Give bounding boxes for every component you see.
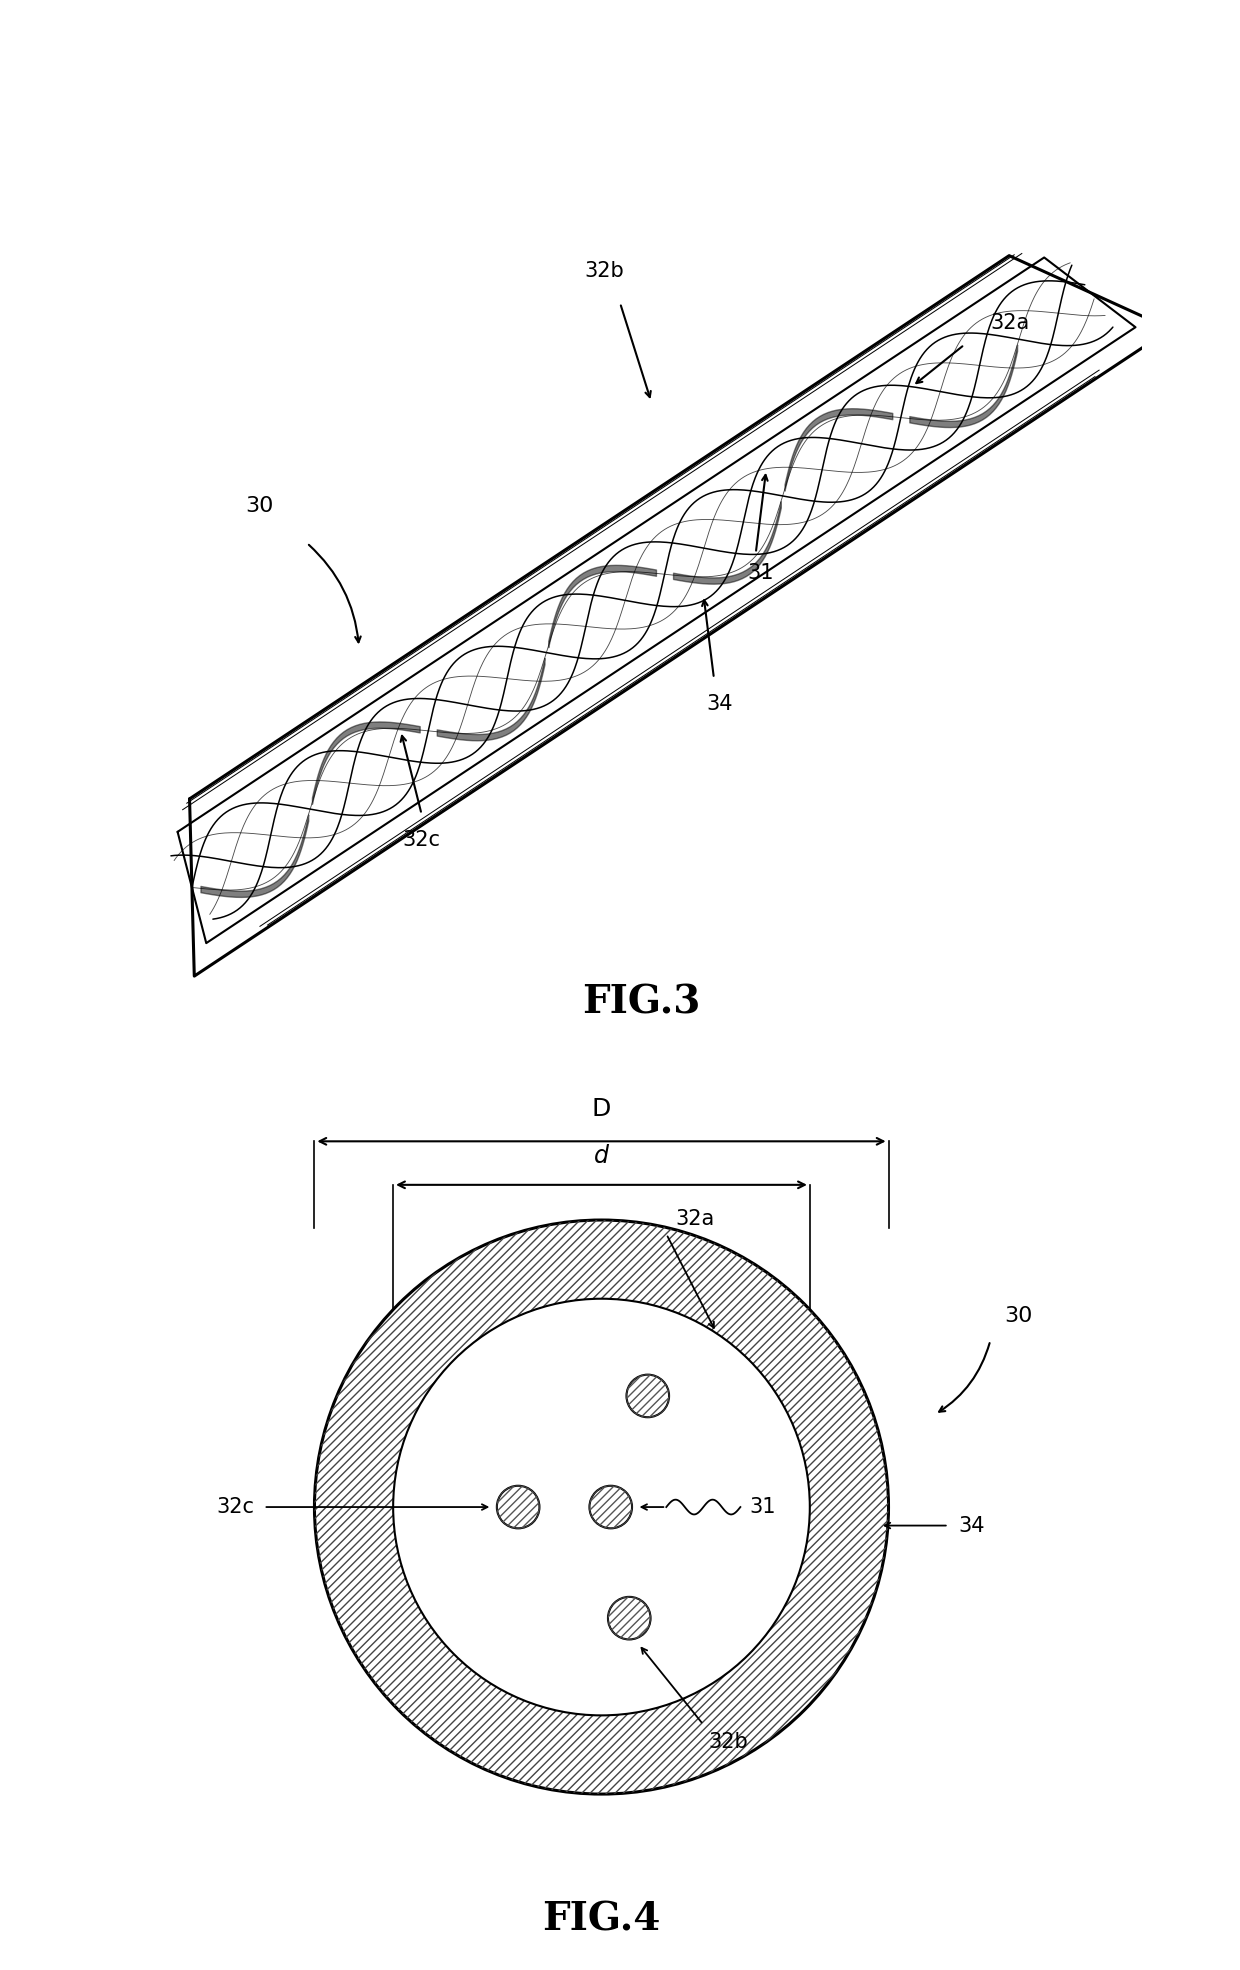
Text: 34: 34 xyxy=(959,1515,985,1535)
Text: 32b: 32b xyxy=(584,260,624,280)
Circle shape xyxy=(315,1219,889,1795)
Circle shape xyxy=(626,1375,670,1416)
Circle shape xyxy=(589,1485,632,1529)
Text: 32a: 32a xyxy=(676,1210,714,1229)
Text: FIG.3: FIG.3 xyxy=(582,983,701,1020)
Text: 31: 31 xyxy=(750,1497,776,1517)
Text: 32c: 32c xyxy=(216,1497,254,1517)
Text: 32b: 32b xyxy=(708,1732,748,1751)
Text: D: D xyxy=(591,1097,611,1121)
Text: 30: 30 xyxy=(246,496,274,516)
Text: d: d xyxy=(594,1145,609,1168)
Text: 30: 30 xyxy=(1004,1306,1033,1326)
Polygon shape xyxy=(177,258,1136,944)
Text: 32a: 32a xyxy=(991,313,1030,333)
Circle shape xyxy=(608,1598,651,1639)
Text: 31: 31 xyxy=(748,563,774,583)
Text: 32c: 32c xyxy=(403,829,440,849)
Circle shape xyxy=(497,1485,539,1529)
Circle shape xyxy=(393,1298,810,1716)
Text: 34: 34 xyxy=(706,693,733,713)
Text: FIG.4: FIG.4 xyxy=(542,1901,661,1938)
Polygon shape xyxy=(190,256,1171,975)
